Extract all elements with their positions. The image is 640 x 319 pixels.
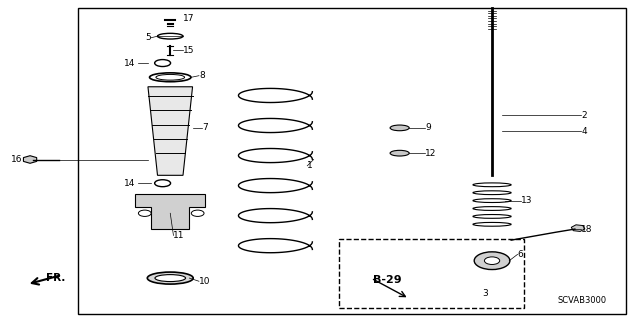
Ellipse shape <box>390 125 409 131</box>
Circle shape <box>484 257 500 264</box>
Text: 13: 13 <box>521 196 532 205</box>
Text: 14: 14 <box>124 59 135 68</box>
Text: 17: 17 <box>183 14 195 23</box>
Text: 6: 6 <box>518 250 524 259</box>
Text: 9: 9 <box>425 123 431 132</box>
Text: 11: 11 <box>173 231 185 240</box>
Bar <box>339 239 524 308</box>
Polygon shape <box>135 194 205 229</box>
Text: 18: 18 <box>581 225 593 234</box>
Text: 10: 10 <box>199 277 211 286</box>
Circle shape <box>474 252 510 270</box>
Text: FR.: FR. <box>46 273 65 283</box>
Bar <box>78 8 626 315</box>
Circle shape <box>191 210 204 216</box>
Ellipse shape <box>147 272 193 284</box>
Text: 5: 5 <box>145 33 151 42</box>
Text: 4: 4 <box>581 127 587 136</box>
Text: 16: 16 <box>11 155 22 164</box>
Text: 8: 8 <box>199 71 205 80</box>
Text: 3: 3 <box>483 289 488 298</box>
Text: SCVAB3000: SCVAB3000 <box>557 296 607 305</box>
Text: 1: 1 <box>307 161 313 170</box>
Ellipse shape <box>155 275 186 282</box>
Text: B-29: B-29 <box>372 275 401 285</box>
Text: 12: 12 <box>425 149 436 158</box>
Text: 7: 7 <box>202 123 208 132</box>
Text: 14: 14 <box>124 179 135 188</box>
Text: 2: 2 <box>581 111 587 120</box>
Ellipse shape <box>390 150 409 156</box>
Circle shape <box>138 210 151 216</box>
Polygon shape <box>148 87 193 175</box>
Text: 15: 15 <box>183 46 195 55</box>
